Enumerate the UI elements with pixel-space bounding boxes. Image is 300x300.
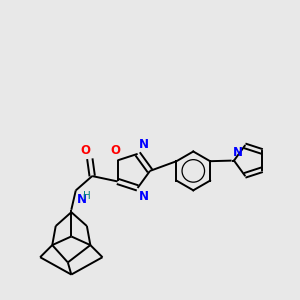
Text: N: N <box>77 193 87 206</box>
Text: N: N <box>139 190 149 203</box>
Text: H: H <box>83 191 90 201</box>
Text: O: O <box>80 144 90 157</box>
Text: O: O <box>110 144 120 158</box>
Text: N: N <box>139 139 149 152</box>
Text: N: N <box>232 146 242 159</box>
